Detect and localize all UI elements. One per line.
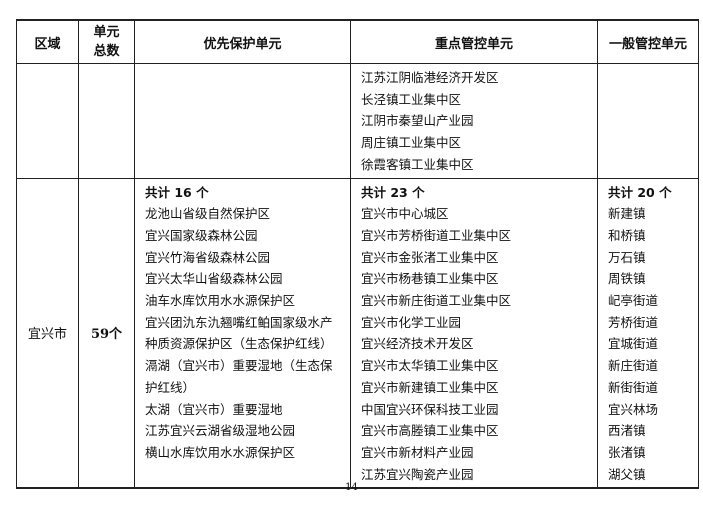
list-item: 湖父镇 — [608, 466, 646, 482]
header-unit-count: 单元总数 — [78, 19, 135, 64]
list-item: 屺亭街道 — [608, 293, 659, 309]
list-item: 宜兴市新材料产业园 — [361, 444, 474, 460]
list-item: 张渚镇 — [608, 444, 646, 460]
list-item: 新建镇 — [608, 206, 646, 222]
list-item: 油车水库饮用水水源保护区 — [145, 293, 296, 309]
table-row-yixing: 宜兴市 59个 共计 16 个龙池山省级自然保护区 宜兴国家级森林公园 宜兴竹海省级… — [16, 177, 699, 489]
header-row: 区域 单元总数 优先保护单元 重点管控单元 一般管控单元 — [16, 19, 699, 64]
list-item: 周庄镇工业集中区 — [361, 135, 462, 151]
list-item: 长泾镇工业集中区 — [361, 91, 462, 107]
header-region: 区域 — [16, 19, 79, 64]
total-cell — [78, 63, 135, 179]
list-item: 中国宜兴环保科技工业园 — [361, 401, 499, 417]
list-item: 江阴市秦望山产业园 — [361, 113, 474, 129]
list-item: 宜兴太华山省级森林公园 — [145, 271, 283, 287]
list-item: 太湖（宜兴市）重要湿地 — [145, 401, 283, 417]
key-total: 共计 23 个 — [361, 184, 425, 200]
general-cell: 共计 20 个新建镇和桥镇万石镇周铁镇屺亭街道芳桥街道宜城街道新庄街道新街街道宜… — [597, 177, 699, 489]
list-item: 滆湖（宜兴市）重要湿地（生态保护红线） — [145, 358, 333, 395]
list-item: 徐霞客镇工业集中区 — [361, 156, 474, 172]
priority-cell: 共计 16 个龙池山省级自然保护区 宜兴国家级森林公园 宜兴竹海省级森林公园 宜兴太华… — [134, 177, 351, 489]
key-cell: 共计 23 个宜兴市中心城区宜兴市芳桥街道工业集中区 宜兴市金张渚工业集中区 宜兴市… — [350, 177, 598, 489]
list-item: 宜兴市太华镇工业集中区 — [361, 358, 499, 374]
list-item: 宜兴林场 — [608, 401, 659, 417]
list-item: 宜兴市高塍镇工业集中区 — [361, 423, 499, 439]
list-item: 宜兴市芳桥街道工业集中区 — [361, 227, 512, 243]
list-item: 宜兴市新建镇工业集中区 — [361, 379, 499, 395]
list-item: 江苏江阴临港经济开发区 — [361, 70, 499, 85]
header-key: 重点管控单元 — [350, 19, 598, 64]
list-item: 江苏宜兴陶瓷产业园 — [361, 466, 474, 482]
list-item: 芳桥街道 — [608, 314, 659, 330]
table-row-continued: 江苏江阴临港经济开发区 长泾镇工业集中区 江阴市秦望山产业园 周庄镇工业集中区 徐霞客镇… — [16, 63, 699, 179]
list-item: 新庄街道 — [608, 358, 659, 374]
list-item: 宜兴市中心城区 — [361, 206, 449, 222]
key-cell: 江苏江阴临港经济开发区 长泾镇工业集中区 江阴市秦望山产业园 周庄镇工业集中区 徐霞客镇… — [350, 63, 598, 179]
list-item: 宜城街道 — [608, 336, 659, 352]
list-item: 宜兴经济技术开发区 — [361, 336, 474, 352]
list-item: 宜兴国家级森林公园 — [145, 227, 258, 243]
page-number: 14 — [345, 482, 358, 493]
region-cell: 宜兴市 — [16, 177, 79, 489]
list-item: 和桥镇 — [608, 227, 646, 243]
region-cell — [16, 63, 79, 179]
units-table: 区域 单元总数 优先保护单元 重点管控单元 一般管控单元 江苏江阴临港经济开发区… — [16, 19, 699, 490]
header-priority: 优先保护单元 — [134, 19, 351, 64]
priority-cell — [134, 63, 351, 179]
list-item: 宜兴市杨巷镇工业集中区 — [361, 271, 499, 287]
priority-total: 共计 16 个 — [145, 184, 209, 200]
total-cell: 59个 — [78, 177, 135, 489]
header-general: 一般管控单元 — [597, 19, 699, 64]
general-cell — [597, 63, 699, 179]
list-item: 周铁镇 — [608, 271, 646, 287]
list-item: 宜兴市新庄街道工业集中区 — [361, 293, 512, 309]
general-total: 共计 20 个 — [608, 184, 672, 200]
list-item: 江苏宜兴云湖省级湿地公园 — [145, 423, 296, 439]
header-unit-count-label: 单元总数 — [93, 25, 120, 59]
list-item: 西渚镇 — [608, 423, 646, 439]
list-item: 万石镇 — [608, 249, 646, 265]
list-item: 横山水库饮用水水源保护区 — [145, 444, 296, 460]
list-item: 新街街道 — [608, 379, 659, 395]
list-item: 宜兴市化学工业园 — [361, 314, 462, 330]
list-item: 宜兴市金张渚工业集中区 — [361, 249, 499, 265]
list-item: 龙池山省级自然保护区 — [145, 206, 271, 222]
list-item: 宜兴竹海省级森林公园 — [145, 249, 271, 265]
list-item: 宜兴团氿东氿翘嘴红鲌国家级水产种质资源保护区（生态保护红线） — [145, 314, 333, 352]
